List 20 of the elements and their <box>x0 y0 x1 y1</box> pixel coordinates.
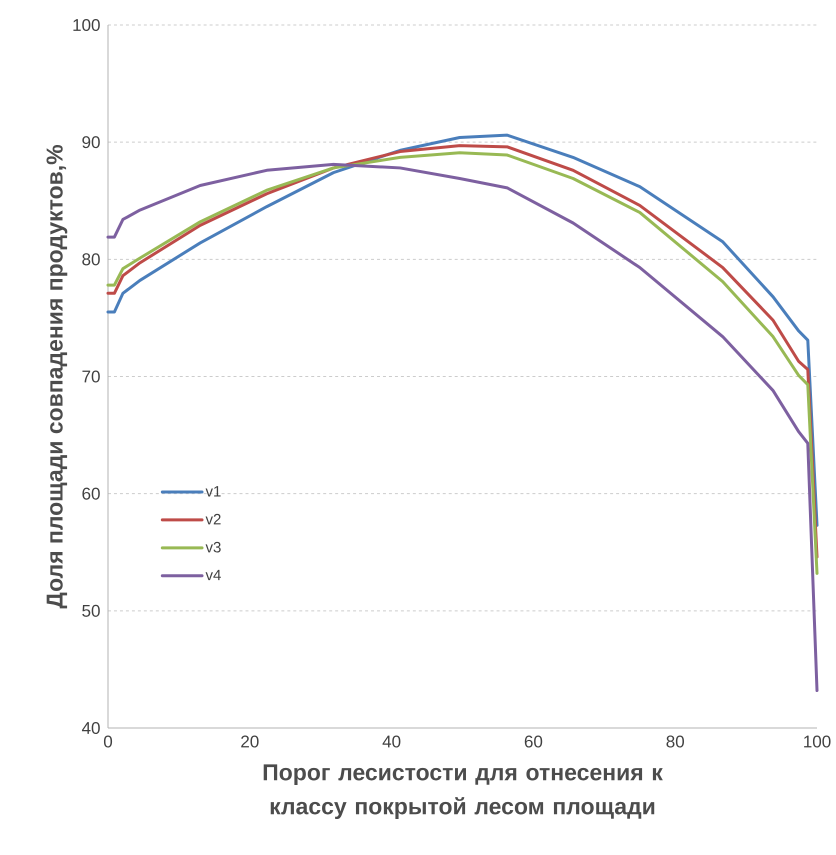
legend-label: v4 <box>206 570 221 580</box>
legend-label: v1 <box>206 486 221 496</box>
y-tick-label: 80 <box>82 253 100 266</box>
legend-label: v3 <box>206 542 221 552</box>
y-tick-label: 60 <box>82 488 100 500</box>
y-axis-title: Доля площади совпадения продуктов,% <box>46 145 68 608</box>
x-tick-label: 20 <box>241 736 259 748</box>
x-tick-label: 80 <box>666 736 684 748</box>
x-tick-label: 0 <box>104 736 112 748</box>
y-tick-label: 70 <box>82 370 100 383</box>
y-tick-label: 50 <box>82 604 100 617</box>
x-tick-label: 100 <box>804 736 831 748</box>
y-tick-label: 40 <box>82 722 100 734</box>
x-tick-label: 60 <box>524 736 542 748</box>
line-series <box>106 162 819 692</box>
y-tick-label: 90 <box>82 136 100 148</box>
x-axis-title: Порог лесистости для отнесения к классу покрытой лесом площади <box>264 764 663 819</box>
x-tick-label: 40 <box>382 736 400 748</box>
y-tick-label: 100 <box>73 18 100 32</box>
legend-label: v2 <box>206 514 221 524</box>
